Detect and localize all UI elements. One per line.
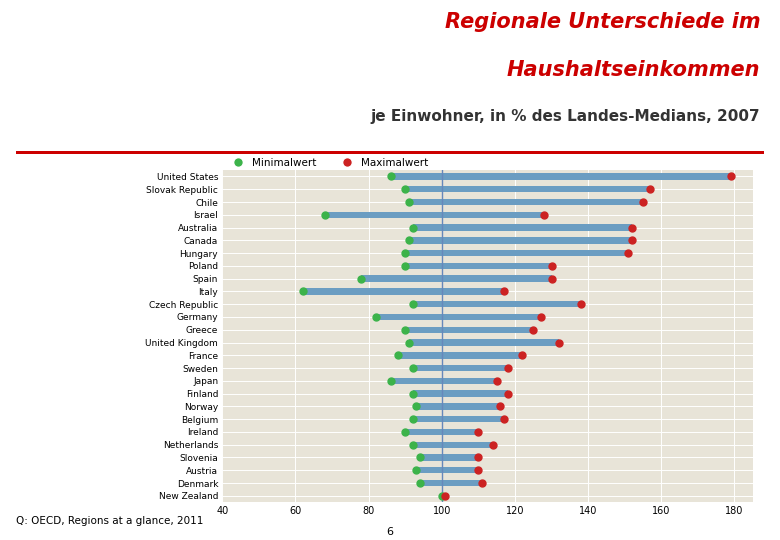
Bar — [398, 352, 523, 359]
Bar — [405, 429, 478, 435]
Bar — [441, 492, 445, 499]
Bar — [413, 442, 493, 448]
Bar — [303, 288, 504, 295]
Text: 6: 6 — [387, 527, 393, 537]
Bar — [413, 416, 504, 422]
Text: Haushaltseinkommen: Haushaltseinkommen — [507, 60, 760, 80]
Bar — [409, 199, 643, 205]
Bar — [324, 212, 544, 218]
Bar — [376, 314, 541, 320]
Bar — [413, 365, 508, 372]
Bar — [391, 173, 731, 180]
Text: Regionale Unterschiede im: Regionale Unterschiede im — [445, 12, 760, 32]
Bar — [417, 403, 500, 410]
Bar — [417, 467, 478, 474]
Bar — [413, 301, 581, 307]
Bar — [413, 390, 508, 397]
Bar — [405, 262, 551, 269]
Bar — [405, 250, 629, 256]
Bar — [413, 225, 632, 231]
Bar — [420, 480, 482, 486]
Bar — [409, 339, 558, 346]
Bar — [405, 186, 651, 192]
Bar — [409, 237, 632, 244]
Text: Q: OECD, Regions at a glance, 2011: Q: OECD, Regions at a glance, 2011 — [16, 516, 203, 526]
Bar — [405, 327, 534, 333]
Bar — [420, 454, 478, 461]
Legend: Minimalwert, Maximalwert: Minimalwert, Maximalwert — [224, 153, 432, 172]
Bar — [391, 377, 497, 384]
Bar — [361, 275, 551, 282]
Text: je Einwohner, in % des Landes-Medians, 2007: je Einwohner, in % des Landes-Medians, 2… — [370, 109, 760, 124]
